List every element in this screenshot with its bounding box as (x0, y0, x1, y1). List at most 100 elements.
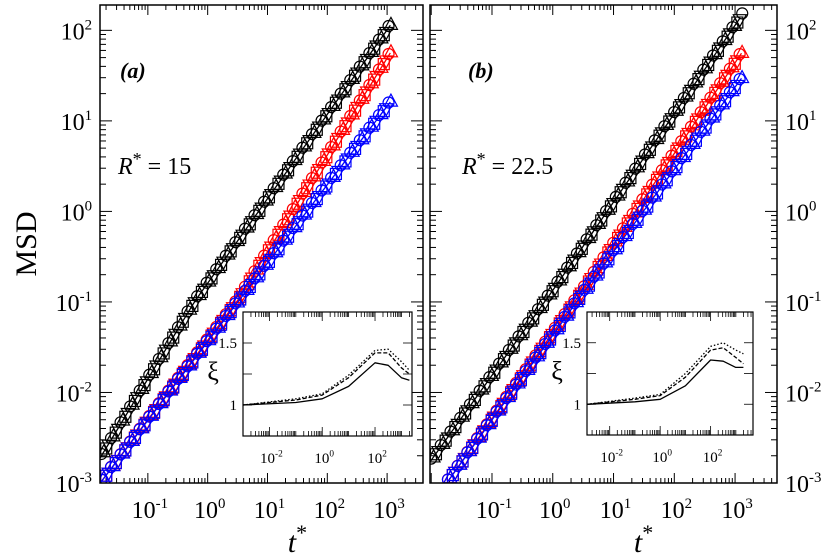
marker-blue-tri-down (206, 329, 222, 344)
y-tick-label: 10-3 (785, 470, 821, 498)
marker-blue-circle (500, 392, 513, 405)
marker-black-tri-down (479, 378, 495, 392)
marker-blue-tri-down (120, 442, 136, 457)
marker-black-tri-down (557, 268, 573, 283)
marker-blue-circle (568, 297, 581, 310)
marker-blue-circle (325, 171, 338, 184)
marker-red-tri-down (302, 179, 318, 194)
marker-red-square (310, 166, 323, 179)
marker-black-tri-down (644, 141, 660, 156)
inset: 10-2 100 102 1 1.5 ξ (207, 311, 413, 467)
inset-line-dotted (242, 348, 410, 406)
inset-x-tick-label: 10-2 (260, 450, 283, 467)
marker-black-tri-down (101, 439, 117, 454)
plot-frame (99, 4, 424, 484)
marker-black-circle (736, 7, 749, 20)
marker-blue-tri-down (282, 228, 298, 243)
inset-y-tick-label: 1.5 (562, 336, 581, 352)
marker-blue-tri-down (254, 266, 270, 281)
marker-blue-circle (191, 347, 204, 360)
marker-blue-tri-down (467, 439, 483, 454)
marker-red-tri-down (700, 98, 716, 113)
marker-blue-tri-down (515, 371, 531, 386)
marker-black-tri-down (302, 134, 318, 149)
marker-blue-tri-down (139, 417, 155, 432)
marker-blue-circle (480, 419, 493, 432)
marker-blue-tri-down (632, 211, 648, 226)
marker-red-square (728, 57, 741, 70)
marker-blue-tri-down (340, 153, 356, 168)
marker-black-circle (473, 384, 486, 397)
marker-black-square (672, 101, 686, 114)
marker-black-circle (541, 289, 554, 302)
marker-blue-circle (587, 270, 600, 283)
marker-black-tri-down (158, 344, 174, 359)
y-tick-label: 101 (61, 108, 92, 136)
marker-blue-tri-down (671, 158, 687, 173)
panel-label: (b) (468, 58, 494, 83)
marker-blue-tri-down (321, 178, 337, 193)
marker-black-tri-down (321, 107, 337, 122)
marker-blue-circle (548, 324, 562, 337)
inset: 10-2 100 102 1 1.5 ξ (551, 311, 754, 466)
inset-x-tick-label: 102 (367, 450, 387, 467)
marker-black-tri-down (168, 328, 184, 343)
marker-blue-circle (229, 297, 242, 310)
marker-blue-tri-down (622, 224, 638, 239)
y-tick-label: 102 (785, 17, 816, 45)
marker-red-tri-down (661, 156, 677, 171)
marker-black-square (634, 157, 647, 171)
marker-red-square (368, 73, 381, 86)
inset-line-dashed (242, 352, 410, 406)
marker-black-circle (512, 330, 525, 343)
marker-black-tri-down (235, 229, 251, 244)
marker-blue-circle (646, 191, 659, 204)
marker-blue-tri-down (457, 453, 473, 468)
panel-label: (a) (120, 58, 146, 83)
marker-black-circle (522, 316, 535, 329)
marker-black-circle (463, 398, 477, 411)
inset-y-tick-label: 1 (230, 398, 238, 414)
marker-blue-circle (315, 184, 328, 197)
marker-blue-tri-down (369, 115, 385, 130)
inset-frame (586, 311, 754, 436)
marker-blue-circle (296, 209, 309, 222)
marker-blue-tri-down (593, 264, 609, 279)
marker-blue-tri-down (729, 79, 745, 94)
inset-background (243, 312, 412, 436)
marker-black-tri-down (196, 283, 212, 298)
marker-blue-tri-down (273, 241, 289, 256)
marker-blue-circle (636, 204, 649, 217)
marker-blue-tri-down (564, 304, 580, 319)
marker-blue-circle (714, 99, 727, 112)
marker-black-square (138, 379, 151, 392)
marker-blue-tri-down (330, 165, 346, 180)
marker-blue-tri-down (359, 128, 375, 143)
marker-black-tri-down (129, 392, 145, 406)
marker-black-tri-down (378, 26, 394, 41)
marker-red-tri-down (369, 70, 385, 85)
marker-black-tri-down (349, 67, 365, 82)
marker-black-tri-down (566, 254, 583, 269)
marker-black-square (109, 426, 122, 439)
marker-black-tri-down (460, 405, 476, 420)
marker-black-square (556, 270, 569, 284)
marker-black-tri-down (664, 113, 680, 127)
inset-y-axis-title: ξ (207, 357, 219, 386)
y-tick-label: 100 (61, 198, 92, 226)
marker-black-square (119, 410, 132, 423)
marker-blue-tri-down (476, 426, 492, 441)
marker-black-circle (454, 411, 467, 424)
marker-black-square (731, 16, 744, 29)
marker-black-square (575, 242, 588, 255)
marker-black-tri-down (732, 14, 748, 28)
marker-blue-tri-down (583, 277, 599, 292)
marker-black-tri-down (311, 121, 327, 136)
marker-blue-tri-down (486, 412, 502, 427)
panel-a: 10-1 100 101 102 10310-310-210-1100101102t*M… (10, 4, 424, 557)
marker-red-square (329, 135, 343, 148)
marker-red-tri-down (340, 117, 356, 132)
marker-black-circle (502, 343, 515, 357)
marker-blue-circle (200, 335, 213, 348)
marker-black-tri-down (673, 98, 689, 113)
